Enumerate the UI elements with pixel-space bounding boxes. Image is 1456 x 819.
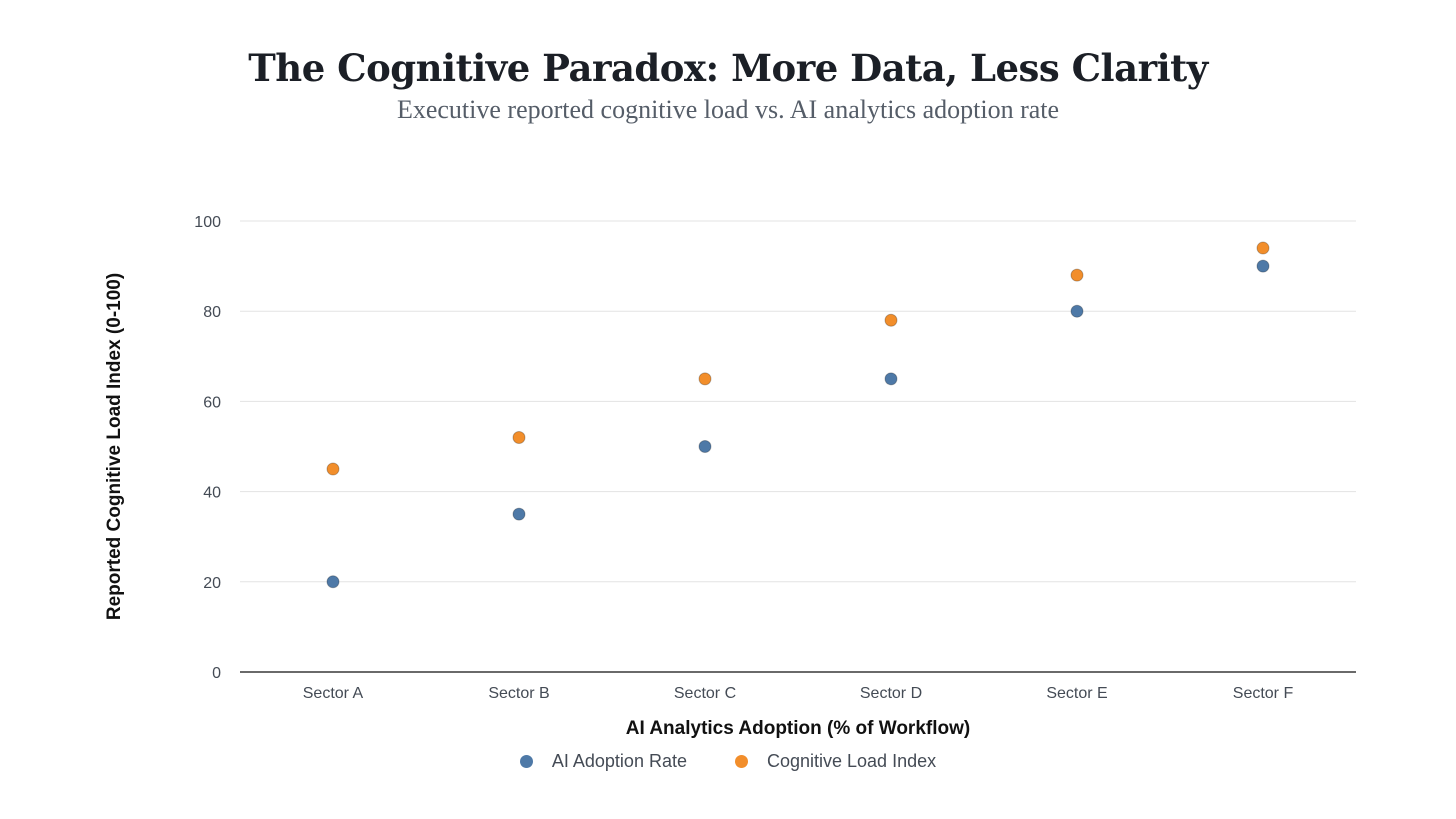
point-cognitive-load-index-sector-d	[884, 313, 898, 327]
x-tick-label-sector-a: Sector A	[303, 685, 364, 702]
y-axis-title: Reported Cognitive Load Index (0-100)	[104, 273, 125, 620]
y-tick-label-80: 80	[203, 304, 221, 321]
chart-legend: AI Adoption Rate Cognitive Load Index	[0, 751, 1456, 772]
point-ai-adoption-rate-sector-a	[326, 575, 340, 589]
point-cognitive-load-index-sector-b	[512, 430, 526, 444]
y-tick-label-20: 20	[203, 575, 221, 592]
legend-label-cognitive-load: Cognitive Load Index	[766, 751, 937, 771]
x-tick-label-sector-b: Sector B	[488, 685, 549, 702]
point-ai-adoption-rate-sector-d	[884, 372, 898, 386]
legend-item-ai-adoption[interactable]: AI Adoption Rate	[519, 751, 687, 772]
x-tick-label-sector-e: Sector E	[1046, 685, 1107, 702]
y-tick-label-60: 60	[203, 394, 221, 411]
point-cognitive-load-index-sector-a	[326, 462, 340, 476]
legend-swatch-ai-adoption	[519, 755, 533, 768]
legend-swatch-cognitive-load	[734, 755, 748, 768]
point-cognitive-load-index-sector-f	[1256, 241, 1270, 255]
legend-item-cognitive-load[interactable]: Cognitive Load Index	[734, 751, 937, 772]
chart-subtitle: Executive reported cognitive load vs. AI…	[396, 95, 1060, 124]
x-axis-title: AI Analytics Adoption (% of Workflow)	[626, 718, 970, 739]
x-tick-label-sector-f: Sector F	[1233, 685, 1294, 702]
x-tick-label-sector-c: Sector C	[674, 685, 736, 702]
chart-title: The Cognitive Paradox: More Data, Less C…	[248, 46, 1208, 90]
point-ai-adoption-rate-sector-e	[1070, 304, 1084, 318]
y-tick-label-0: 0	[212, 665, 221, 682]
point-cognitive-load-index-sector-e	[1070, 268, 1084, 282]
y-tick-label-100: 100	[194, 214, 221, 231]
y-tick-label-40: 40	[203, 485, 221, 502]
point-ai-adoption-rate-sector-b	[512, 507, 526, 521]
point-ai-adoption-rate-sector-c	[698, 440, 712, 453]
legend-label-ai-adoption: AI Adoption Rate	[551, 751, 687, 771]
point-cognitive-load-index-sector-c	[698, 372, 712, 386]
x-tick-label-sector-d: Sector D	[860, 685, 922, 702]
point-ai-adoption-rate-sector-f	[1256, 259, 1270, 273]
